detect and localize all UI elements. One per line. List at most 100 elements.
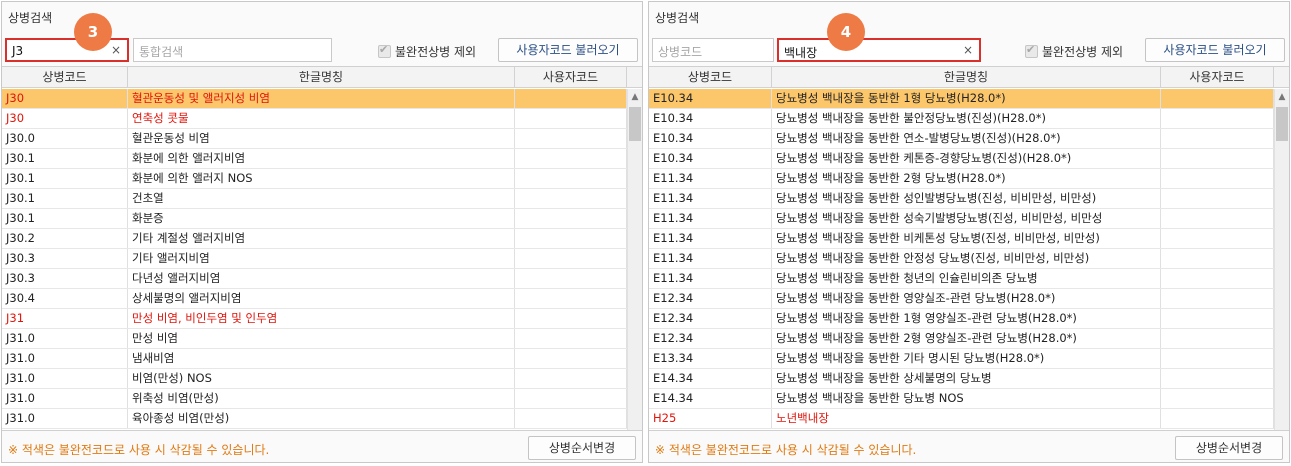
column-header-name[interactable]: 한글명칭 xyxy=(128,67,515,87)
cell-code: E13.34 xyxy=(649,349,772,368)
column-header-user-code[interactable]: 사용자코드 xyxy=(515,67,627,87)
change-order-button[interactable]: 상병순서변경 xyxy=(528,436,636,460)
table-row[interactable]: E11.34 당뇨병성 백내장을 동반한 비케톤성 당뇨병(진성, 비비만성, 비… xyxy=(649,229,1274,249)
column-header-code[interactable]: 상병코드 xyxy=(2,67,128,87)
cell-code: E10.34 xyxy=(649,109,772,128)
table-row[interactable]: J30.0 혈관운동성 비염 xyxy=(2,129,627,149)
cell-user xyxy=(515,409,627,428)
table-row[interactable]: J30.1 화분증 xyxy=(2,209,627,229)
vertical-scrollbar[interactable]: ▲ xyxy=(627,89,642,430)
cell-code: H25 xyxy=(649,409,772,428)
cell-user xyxy=(515,89,627,108)
cell-code: J30 xyxy=(2,89,128,108)
cell-code: J30.2 xyxy=(2,229,128,248)
clear-icon[interactable]: × xyxy=(110,43,121,57)
checkbox-icon[interactable]: ✔ xyxy=(378,43,391,58)
cell-code: E11.34 xyxy=(649,169,772,188)
table-row[interactable]: J30.3 기타 앨러지비염 xyxy=(2,249,627,269)
cell-code: E12.34 xyxy=(649,289,772,308)
grid-header: 상병코드 한글명칭 사용자코드 xyxy=(649,67,1289,88)
integrated-search-input[interactable]: 통합검색 xyxy=(133,38,332,62)
table-row[interactable]: J31.0 위축성 비염(만성) xyxy=(2,389,627,409)
table-row[interactable]: E10.34 당뇨병성 백내장을 동반한 케톤증-경향당뇨병(진성)(H28.0*… xyxy=(649,149,1274,169)
table-row[interactable]: H25 노년백내장 xyxy=(649,409,1274,429)
clear-icon[interactable]: × xyxy=(962,43,973,57)
checkbox-icon[interactable]: ✔ xyxy=(1025,43,1038,58)
cell-name: 당뇨병성 백내장을 동반한 안정성 당뇨병(진성, 비비만성, 비만성) xyxy=(772,249,1161,268)
scroll-up-icon[interactable]: ▲ xyxy=(631,92,639,102)
table-row[interactable]: J30.1 건초열 xyxy=(2,189,627,209)
load-user-code-button[interactable]: 사용자코드 불러오기 xyxy=(498,38,638,62)
table-row[interactable]: E12.34 당뇨병성 백내장을 동반한 영양실조-관련 당뇨병(H28.0*) xyxy=(649,289,1274,309)
column-header-code[interactable]: 상병코드 xyxy=(649,67,772,87)
table-row[interactable]: J30.1 화분에 의한 앨러지비염 xyxy=(2,149,627,169)
exclude-incomplete-checkbox[interactable]: ✔ 불완전상병 제외 xyxy=(378,42,476,60)
table-row[interactable]: E12.34 당뇨병성 백내장을 동반한 1형 영양실조-관련 당뇨병(H28.0… xyxy=(649,309,1274,329)
cell-code: E12.34 xyxy=(649,329,772,348)
vertical-scrollbar[interactable]: ▲ xyxy=(1274,89,1289,430)
table-row[interactable]: J31.0 만성 비염 xyxy=(2,329,627,349)
table-row[interactable]: J30.1 화분에 의한 앨러지 NOS xyxy=(2,169,627,189)
cell-user xyxy=(1161,309,1274,328)
table-row[interactable]: J31.0 냄새비염 xyxy=(2,349,627,369)
scroll-thumb[interactable] xyxy=(1276,107,1288,141)
code-search-input[interactable]: 상병코드 xyxy=(652,38,774,62)
table-row[interactable]: E11.34 당뇨병성 백내장을 동반한 안정성 당뇨병(진성, 비비만성, 비만… xyxy=(649,249,1274,269)
load-user-code-button[interactable]: 사용자코드 불러오기 xyxy=(1145,38,1285,62)
column-header-user-code[interactable]: 사용자코드 xyxy=(1161,67,1274,87)
step-badge: 4 xyxy=(827,13,865,51)
cell-code: J31.0 xyxy=(2,389,128,408)
table-row[interactable]: E14.34 당뇨병성 백내장을 동반한 상세불명의 당뇨병 xyxy=(649,369,1274,389)
cell-code: J31.0 xyxy=(2,349,128,368)
table-row[interactable]: E12.34 당뇨병성 백내장을 동반한 2형 영양실조-관련 당뇨병(H28.0… xyxy=(649,329,1274,349)
table-row[interactable]: E14.34 당뇨병성 백내장을 동반한 당뇨병 NOS xyxy=(649,389,1274,409)
table-row[interactable]: E11.34 당뇨병성 백내장을 동반한 성숙기발병당뇨병(진성, 비비만성, 비… xyxy=(649,209,1274,229)
cell-name: 당뇨병성 백내장을 동반한 성숙기발병당뇨병(진성, 비비만성, 비만성 xyxy=(772,209,1161,228)
step-badge: 3 xyxy=(74,13,112,51)
cell-code: E12.34 xyxy=(649,309,772,328)
cell-code: E11.34 xyxy=(649,269,772,288)
table-row[interactable]: J30.2 기타 계절성 앨러지비염 xyxy=(2,229,627,249)
cell-name: 연축성 콧물 xyxy=(128,109,515,128)
cell-user xyxy=(515,329,627,348)
table-row[interactable]: E10.34 당뇨병성 백내장을 동반한 1형 당뇨병(H28.0*) xyxy=(649,89,1274,109)
cell-user xyxy=(1161,149,1274,168)
table-row[interactable]: J31 만성 비염, 비인두염 및 인두염 xyxy=(2,309,627,329)
table-row[interactable]: J30 연축성 콧물 xyxy=(2,109,627,129)
cell-code: E14.34 xyxy=(649,369,772,388)
scroll-up-icon[interactable]: ▲ xyxy=(1278,92,1286,102)
cell-code: J30.1 xyxy=(2,209,128,228)
cell-name: 냄새비염 xyxy=(128,349,515,368)
code-search-input[interactable]: J3 × xyxy=(5,38,129,62)
cell-name: 기타 계절성 앨러지비염 xyxy=(128,229,515,248)
table-row[interactable]: E11.34 당뇨병성 백내장을 동반한 청년의 인슐린비의존 당뇨병 xyxy=(649,269,1274,289)
cell-name: 당뇨병성 백내장을 동반한 연소-발병당뇨병(진성)(H28.0*) xyxy=(772,129,1161,148)
search-value: 백내장 xyxy=(784,46,818,60)
cell-user xyxy=(515,369,627,388)
table-row[interactable]: E11.34 당뇨병성 백내장을 동반한 2형 당뇨병(H28.0*) xyxy=(649,169,1274,189)
grid-body: E10.34 당뇨병성 백내장을 동반한 1형 당뇨병(H28.0*) E10.34… xyxy=(649,89,1274,429)
table-row[interactable]: E13.34 당뇨병성 백내장을 동반한 기타 명시된 당뇨병(H28.0*) xyxy=(649,349,1274,369)
cell-name: 당뇨병성 백내장을 동반한 2형 영양실조-관련 당뇨병(H28.0*) xyxy=(772,329,1161,348)
table-row[interactable]: J30.4 상세불명의 앨러지비염 xyxy=(2,289,627,309)
cell-user xyxy=(1161,409,1274,428)
name-search-input[interactable]: 백내장 × xyxy=(777,38,981,62)
cell-name: 당뇨병성 백내장을 동반한 2형 당뇨병(H28.0*) xyxy=(772,169,1161,188)
table-row[interactable]: E11.34 당뇨병성 백내장을 동반한 성인발병당뇨병(진성, 비비만성, 비만… xyxy=(649,189,1274,209)
change-order-button[interactable]: 상병순서변경 xyxy=(1175,436,1283,460)
table-row[interactable]: J30.3 다년성 앨러지비염 xyxy=(2,269,627,289)
table-row[interactable]: J31.0 육아종성 비염(만성) xyxy=(2,409,627,429)
column-header-name[interactable]: 한글명칭 xyxy=(772,67,1161,87)
table-row[interactable]: J31.0 비염(만성) NOS xyxy=(2,369,627,389)
cell-code: E11.34 xyxy=(649,209,772,228)
cell-name: 당뇨병성 백내장을 동반한 1형 영양실조-관련 당뇨병(H28.0*) xyxy=(772,309,1161,328)
cell-user xyxy=(515,109,627,128)
scroll-thumb[interactable] xyxy=(629,107,641,141)
table-row[interactable]: J30 혈관운동성 및 앨러지성 비염 xyxy=(2,89,627,109)
cell-code: J30.3 xyxy=(2,249,128,268)
cell-name: 육아종성 비염(만성) xyxy=(128,409,515,428)
table-row[interactable]: E10.34 당뇨병성 백내장을 동반한 불안정당뇨병(진성)(H28.0*) xyxy=(649,109,1274,129)
table-row[interactable]: E10.34 당뇨병성 백내장을 동반한 연소-발병당뇨병(진성)(H28.0*) xyxy=(649,129,1274,149)
cell-name: 기타 앨러지비염 xyxy=(128,249,515,268)
exclude-incomplete-checkbox[interactable]: ✔ 불완전상병 제외 xyxy=(1025,42,1123,60)
